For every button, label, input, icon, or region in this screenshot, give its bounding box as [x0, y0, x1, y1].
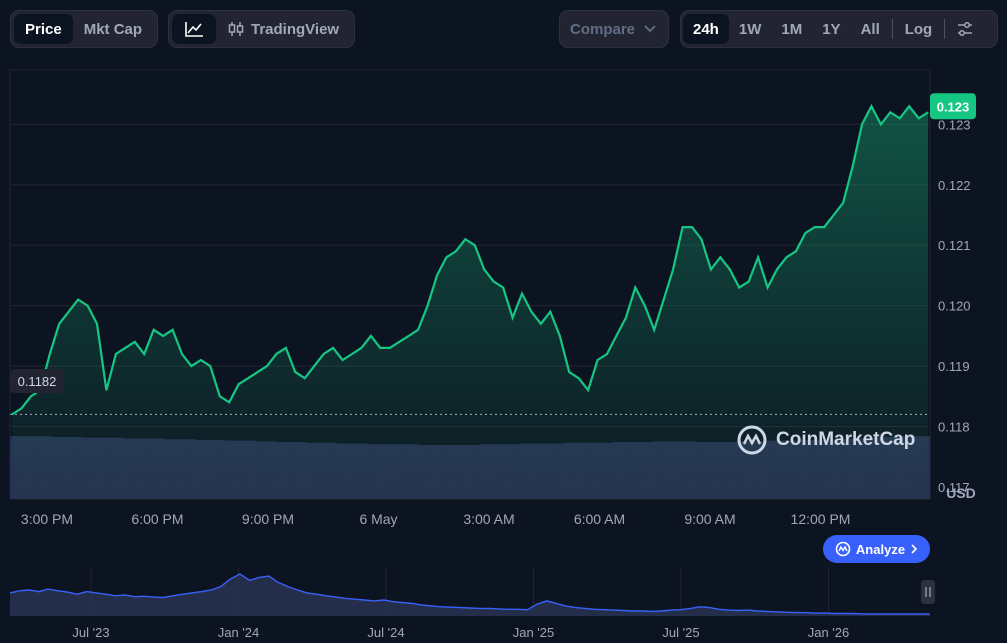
line-chart-icon — [185, 22, 203, 37]
current-price-label: 0.123 — [930, 93, 976, 120]
line-chart-button[interactable] — [172, 14, 216, 44]
navigator-tick-label: Jan '26 — [808, 625, 850, 640]
x-tick-label: 9:00 PM — [242, 511, 294, 527]
navigator-handle[interactable] — [921, 580, 935, 604]
open-price-label: 0.1182 — [10, 369, 64, 393]
tab-range-all[interactable]: All — [860, 20, 880, 38]
coinmarketcap-logo-icon — [737, 425, 767, 455]
x-tick-label: 6:00 PM — [131, 511, 183, 527]
range-tabs: 24h 1W 1M 1Y All Log — [680, 10, 998, 48]
x-tick-label: 9:00 AM — [684, 511, 735, 527]
candlestick-icon — [228, 22, 244, 36]
price-line — [11, 103, 929, 416]
y-tick-label: 0.122 — [938, 178, 971, 193]
x-tick-label: 6:00 AM — [574, 511, 625, 527]
y-tick-label: 0.120 — [938, 299, 971, 314]
x-tick-label: 6 May — [359, 511, 397, 527]
navigator-x-axis: Jul '23 Jan '24 Jul '24 Jan '25 Jul '25 Jan '… — [72, 625, 849, 640]
navigator-line — [9, 573, 930, 615]
navigator-tick-label: Jul '25 — [662, 625, 699, 640]
tab-range-1m[interactable]: 1M — [781, 20, 803, 38]
price-chart[interactable]: 0.117 0.118 0.119 0.120 0.121 0.122 0.123 3:00… — [0, 0, 1007, 540]
settings-sliders-icon — [958, 22, 973, 36]
watermark-text: CoinMarketCap — [776, 429, 916, 450]
tab-mkt-cap[interactable]: Mkt Cap — [83, 20, 143, 38]
x-axis: 3:00 PM 6:00 PM 9:00 PM 6 May 3:00 AM 6:00 AM… — [21, 511, 851, 527]
tab-range-24h[interactable]: 24h — [683, 14, 729, 44]
analyze-label: Analyze — [855, 541, 906, 557]
tab-price[interactable]: Price — [14, 14, 73, 44]
tab-range-1w[interactable]: 1W — [738, 20, 762, 38]
price-area — [12, 106, 929, 500]
x-tick-label: 12:00 PM — [791, 511, 851, 527]
tradingview-label: TradingView — [251, 20, 340, 38]
open-price-text: 0.1182 — [18, 374, 57, 389]
currency-label: USD — [946, 485, 976, 501]
log-scale-toggle[interactable]: Log — [904, 20, 933, 38]
tradingview-button[interactable]: TradingView — [216, 14, 350, 44]
metric-tabs: Price Mkt Cap — [10, 10, 158, 48]
navigator-tick-label: Jul '24 — [367, 625, 404, 640]
chart-settings-button[interactable] — [947, 14, 983, 44]
navigator-tick-label: Jan '24 — [218, 625, 260, 640]
analyze-button[interactable]: Analyze — [823, 535, 930, 563]
y-tick-label: 0.119 — [938, 359, 970, 374]
watermark: CoinMarketCap — [736, 424, 915, 456]
compare-dropdown[interactable]: Compare — [559, 10, 669, 48]
navigator-area — [10, 574, 930, 616]
divider — [944, 19, 946, 39]
y-tick-label: 0.121 — [938, 238, 971, 253]
coinmarketcap-logo-icon — [835, 541, 851, 557]
tab-range-1y[interactable]: 1Y — [822, 20, 841, 38]
chevron-down-icon — [644, 25, 656, 33]
current-price-text: 0.123 — [937, 99, 970, 114]
y-tick-label: 0.118 — [938, 419, 970, 434]
overview-navigator[interactable]: Jul '23 Jan '24 Jul '24 Jan '25 Jul '25 Jan '… — [0, 540, 1007, 643]
chart-mode-toggle: TradingView — [168, 10, 355, 48]
y-tick-label: 0.123 — [938, 117, 971, 132]
divider — [891, 19, 893, 39]
chevron-right-icon — [911, 544, 918, 554]
compare-label: Compare — [570, 20, 636, 38]
navigator-tick-label: Jan '25 — [513, 625, 555, 640]
navigator-tick-label: Jul '23 — [72, 625, 109, 640]
x-tick-label: 3:00 PM — [21, 511, 73, 527]
x-tick-label: 3:00 AM — [463, 511, 514, 527]
y-axis: 0.117 0.118 0.119 0.120 0.121 0.122 0.123 — [938, 117, 971, 495]
y-tick-label: 0.117 — [938, 480, 970, 495]
